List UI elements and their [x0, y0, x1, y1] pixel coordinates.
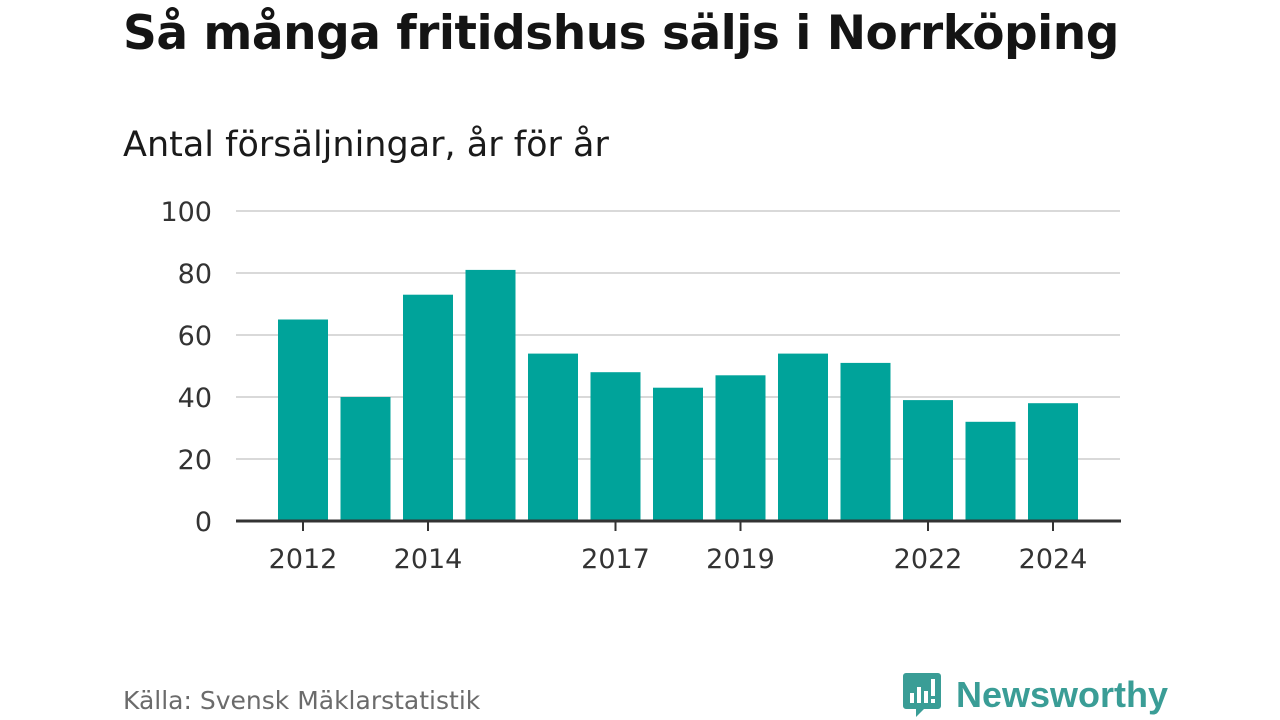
bar: [528, 353, 578, 521]
newsworthy-logo-icon: [903, 673, 941, 717]
bar: [715, 375, 766, 521]
x-tick-label: 2012: [269, 544, 338, 575]
x-tick-label: 2022: [894, 544, 963, 575]
bar: [1028, 403, 1078, 521]
bar: [965, 421, 1016, 521]
brand[interactable]: Newsworthy: [902, 670, 1168, 720]
y-tick-label: 0: [195, 507, 212, 538]
brand-name[interactable]: Newsworthy: [956, 674, 1169, 715]
source-note: Källa: Svensk Mäklarstatistik: [123, 686, 481, 715]
bars: [278, 269, 1078, 521]
x-tick-label: 2019: [706, 544, 775, 575]
bar: [403, 294, 453, 521]
bar: [903, 400, 953, 521]
bar: [778, 353, 828, 521]
bar: [590, 372, 641, 521]
y-tick-label: 40: [178, 383, 212, 414]
bar: [840, 362, 891, 521]
x-tick-label: 2017: [581, 544, 650, 575]
x-tick-label: 2024: [1019, 544, 1088, 575]
y-tick-label: 60: [178, 321, 212, 352]
bar: [278, 319, 328, 521]
bar: [340, 397, 391, 521]
y-tick-label: 20: [178, 445, 212, 476]
bar: [465, 269, 516, 521]
chart-subtitle: Antal försäljningar, år för år: [123, 125, 609, 165]
bar: [653, 387, 703, 521]
y-tick-label: 100: [160, 197, 212, 228]
y-tick-label: 80: [178, 259, 212, 290]
axes: 0 20 40 60 80 100 2012 2014 2017 2019 2022 2024: [160, 197, 1121, 575]
chart-title: Så många fritidshus säljs i Norrköping: [123, 6, 1119, 61]
x-tick-label: 2014: [394, 544, 463, 575]
